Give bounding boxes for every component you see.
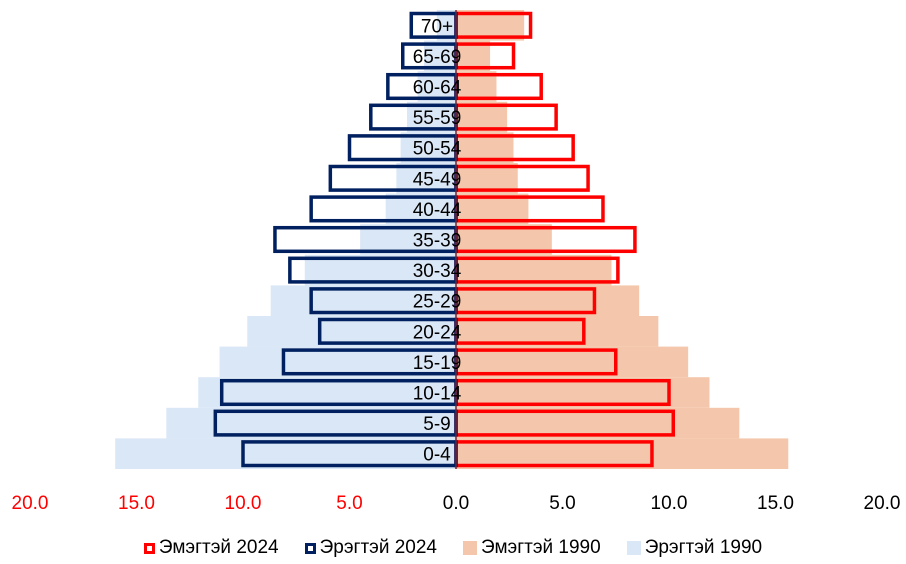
legend-item-female-1990: Эмэгтэй 1990 [463,537,601,559]
age-label-60-64: 60-64 [413,78,462,99]
age-label-25-29: 25-29 [413,292,462,313]
x-tick-label: 0.0 [443,493,469,514]
age-label-0-4: 0-4 [423,445,451,466]
legend-swatch-female-2024 [143,542,155,554]
legend-swatch-male-2024 [304,542,316,554]
population-pyramid-chart: 0-4 5-9 10-14 15-19 20-24 25-29 30-34 35-39 40-4… [12,10,901,514]
legend-swatch-male-1990 [626,541,641,555]
legend-item-male-2024: Эрэгтэй 2024 [304,537,437,559]
x-tick-label: 15.0 [757,493,794,514]
legend-label-female-1990: Эмэгтэй 1990 [481,537,601,558]
age-label-5-9: 5-9 [423,414,450,435]
legend-item-male-1990: Эрэгтэй 1990 [626,537,763,559]
legend-label-male-1990: Эрэгтэй 1990 [644,537,763,558]
legend-swatch-female-1990 [463,541,477,555]
age-label-40-44: 40-44 [413,200,462,221]
age-label-45-49: 45-49 [413,169,462,190]
legend-label-male-2024: Эрэгтэй 2024 [319,537,437,558]
age-label-15-19: 15-19 [413,353,462,374]
bar-male-1990-70+ [436,10,456,41]
x-tick-label: 15.0 [118,493,155,514]
x-tick-label: 20.0 [864,493,901,514]
age-label-10-14: 10-14 [413,384,462,405]
age-label-50-54: 50-54 [413,139,462,160]
age-label-20-24: 20-24 [413,322,462,343]
age-label-30-34: 30-34 [413,261,462,282]
legend-item-female-2024: Эмэгтэй 2024 [143,537,279,559]
chart-legend: Эмэгтэй 2024 Эрэгтэй 2024 Эмэгтэй 1990 Э… [0,536,906,560]
legend-label-female-2024: Эмэгтэй 2024 [158,537,279,558]
x-tick-label: 5.0 [549,493,575,514]
age-label-70+: 70+ [421,16,453,37]
x-tick-label: 5.0 [336,493,362,514]
x-tick-label: 20.0 [12,493,49,514]
x-tick-label: 10.0 [225,493,262,514]
x-tick-label: 10.0 [651,493,688,514]
age-label-35-39: 35-39 [413,231,462,252]
age-label-55-59: 55-59 [413,108,462,129]
age-label-65-69: 65-69 [413,47,462,68]
